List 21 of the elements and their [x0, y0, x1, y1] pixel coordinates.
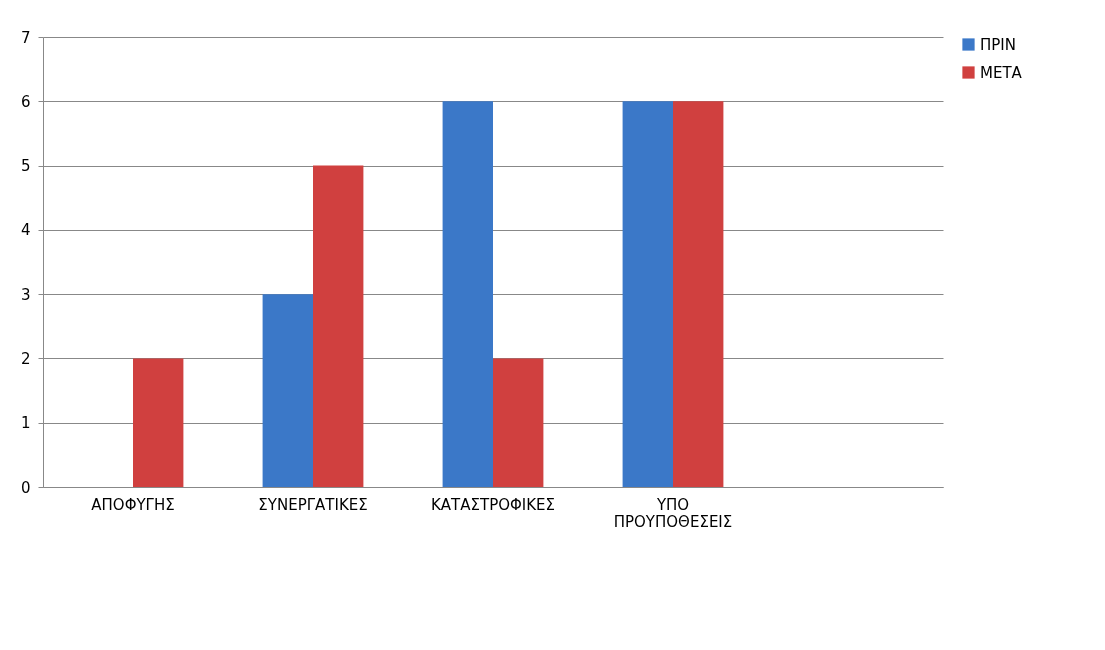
y-tick-label: 5	[20, 157, 31, 176]
bar	[262, 294, 313, 487]
y-tick-label: 4	[20, 221, 31, 240]
x-tick-label: ΑΠΟΦΥΓΗΣ	[91, 495, 175, 514]
y-tick-label: 7	[20, 28, 31, 47]
x-tick-label: ΚΑΤΑΣΤΡΟΦΙΚΕΣ	[430, 495, 556, 514]
bar	[313, 165, 364, 487]
bar	[133, 358, 184, 487]
y-tick-label: 3	[20, 285, 31, 304]
x-tick-label: ΣΥΝΕΡΓΑΤΙΚΕΣ	[258, 495, 368, 514]
bar	[442, 101, 493, 487]
legend-label: ΠΡΙΝ	[980, 35, 1016, 54]
y-tick-label: 0	[20, 478, 31, 497]
legend-label: ΜΕΤΑ	[980, 63, 1023, 82]
bar	[622, 101, 673, 487]
bar	[493, 358, 544, 487]
bar	[673, 101, 724, 487]
y-tick-label: 2	[20, 349, 31, 368]
y-tick-label: 6	[20, 92, 31, 111]
y-tick-label: 1	[20, 414, 31, 433]
x-tick-label: ΥΠΟ ΠΡΟΥΠΟΘΕΣΕΙΣ	[613, 495, 733, 531]
